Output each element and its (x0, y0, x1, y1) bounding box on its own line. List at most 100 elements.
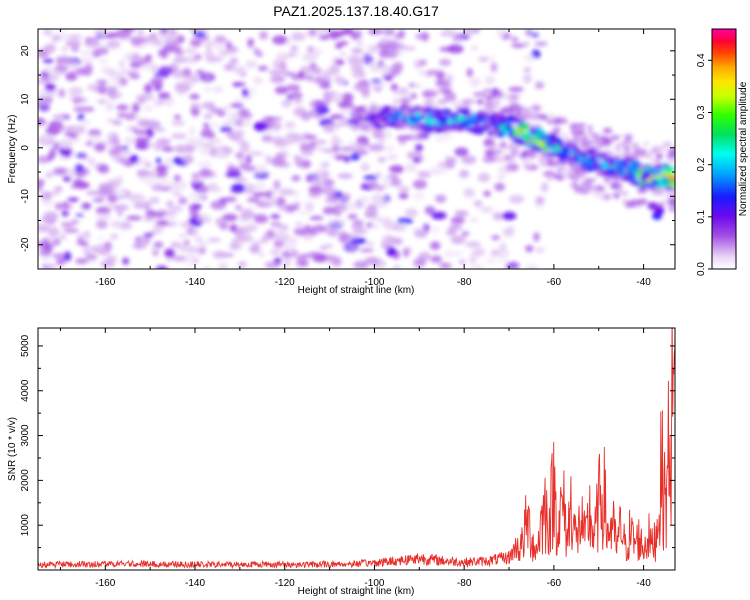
heatmap-cell (435, 194, 447, 204)
heatmap-cell (155, 158, 162, 163)
heatmap-cell (587, 124, 593, 132)
heatmap-cell (162, 214, 178, 222)
heatmap-cell (235, 204, 242, 211)
heatmap-cell (655, 152, 663, 160)
heatmap-cell (58, 88, 66, 98)
colorbar-gradient (711, 28, 737, 270)
heatmap-cell (118, 60, 125, 68)
heatmap-cell (623, 139, 632, 145)
heatmap-cell (198, 213, 209, 219)
heatmap-cell (149, 78, 164, 86)
heatmap-cell (413, 257, 426, 268)
heatmap-cell (655, 145, 666, 152)
heatmap-cell (271, 156, 286, 167)
heatmap-cell (152, 100, 160, 108)
heatmap-cell (481, 206, 493, 213)
x-tick-label: -60 (547, 277, 562, 288)
heatmap-cell (115, 80, 122, 85)
heatmap-cell (203, 265, 211, 269)
heatmap-cell (245, 154, 252, 165)
heatmap-cell (203, 50, 213, 60)
heatmap-cell (558, 163, 566, 170)
heatmap-cell (505, 146, 517, 150)
heatmap-cell (669, 159, 675, 165)
heatmap-cell (590, 133, 601, 137)
heatmap-cell (445, 229, 457, 236)
heatmap-cell (378, 38, 392, 46)
heatmap-cell (558, 144, 564, 149)
heatmap-cell (105, 187, 117, 197)
heatmap-cell (320, 29, 334, 32)
heatmap-cell (222, 147, 233, 155)
heatmap-cell (484, 75, 496, 85)
heatmap-cell (174, 82, 189, 92)
heatmap-cell (52, 114, 62, 121)
heatmap-cell (214, 35, 227, 44)
heatmap-cell (200, 131, 213, 138)
heatmap-cell (592, 159, 599, 166)
heatmap-cell (326, 227, 339, 237)
heatmap-cell (431, 211, 447, 220)
heatmap-cell (162, 45, 179, 52)
heatmap-cell (571, 162, 582, 169)
heatmap-cell (494, 146, 504, 153)
heatmap-cell (148, 32, 158, 42)
heatmap-cell (39, 133, 53, 144)
heatmap-cell (614, 142, 622, 150)
heatmap-cell (551, 134, 558, 141)
heatmap-cell (38, 224, 50, 233)
heatmap-cell (63, 228, 80, 233)
heatmap-cell (38, 155, 51, 164)
heatmap-cell (146, 142, 157, 148)
heatmap-cell (40, 256, 53, 263)
heatmap-cell (96, 212, 112, 221)
heatmap-cell (97, 99, 108, 105)
heatmap-cell (469, 257, 477, 264)
heatmap-cell (403, 248, 410, 258)
heatmap-cell (290, 75, 307, 80)
heatmap-cell (210, 200, 227, 210)
heatmap-cell (67, 197, 79, 202)
snr-series-line (38, 328, 675, 570)
heatmap-cell (583, 148, 589, 152)
heatmap-cell (472, 247, 486, 256)
heatmap-cell (252, 192, 268, 197)
heatmap-cell (351, 243, 360, 250)
heatmap-cell (85, 140, 94, 147)
y-tick-label: 4000 (20, 379, 31, 402)
heatmap-cell (509, 194, 524, 204)
heatmap-cell (494, 156, 503, 161)
heatmap-cell (303, 234, 314, 241)
heatmap-cell (44, 83, 56, 92)
heatmap-cell (123, 136, 136, 146)
heatmap-cell (265, 116, 276, 121)
heatmap-cell (302, 53, 318, 62)
heatmap-cell (128, 56, 142, 61)
y-tick-label: 0 (20, 145, 31, 151)
heatmap-cell (535, 81, 545, 90)
heatmap-cell (173, 174, 182, 182)
heatmap-cell (161, 51, 168, 59)
heatmap-cell (331, 257, 343, 267)
heatmap-cell (357, 79, 370, 87)
snr-axes: -160 -140 -120 -100 -80 -60 -40 1000 2000 3000 400… (20, 328, 675, 589)
heatmap-cell (229, 243, 240, 251)
heatmap-cell (469, 217, 479, 223)
snr-x-label: Height of straight line (km) (298, 586, 415, 597)
heatmap-cell (669, 166, 675, 172)
heatmap-cell (339, 146, 356, 152)
heatmap-cell (122, 145, 129, 151)
heatmap-cell (228, 112, 241, 121)
heatmap-cell (45, 171, 55, 179)
heatmap-cell (417, 171, 432, 178)
heatmap-cell (278, 188, 295, 196)
heatmap-cell (458, 169, 470, 178)
heatmap-cell (356, 143, 366, 151)
colorbar-tick-label: 0.2 (696, 157, 707, 171)
heatmap-cell (450, 235, 466, 245)
heatmap-cell (128, 154, 140, 164)
heatmap-cell (422, 92, 432, 97)
heatmap-cell (396, 135, 411, 140)
heatmap-cell (39, 248, 48, 256)
